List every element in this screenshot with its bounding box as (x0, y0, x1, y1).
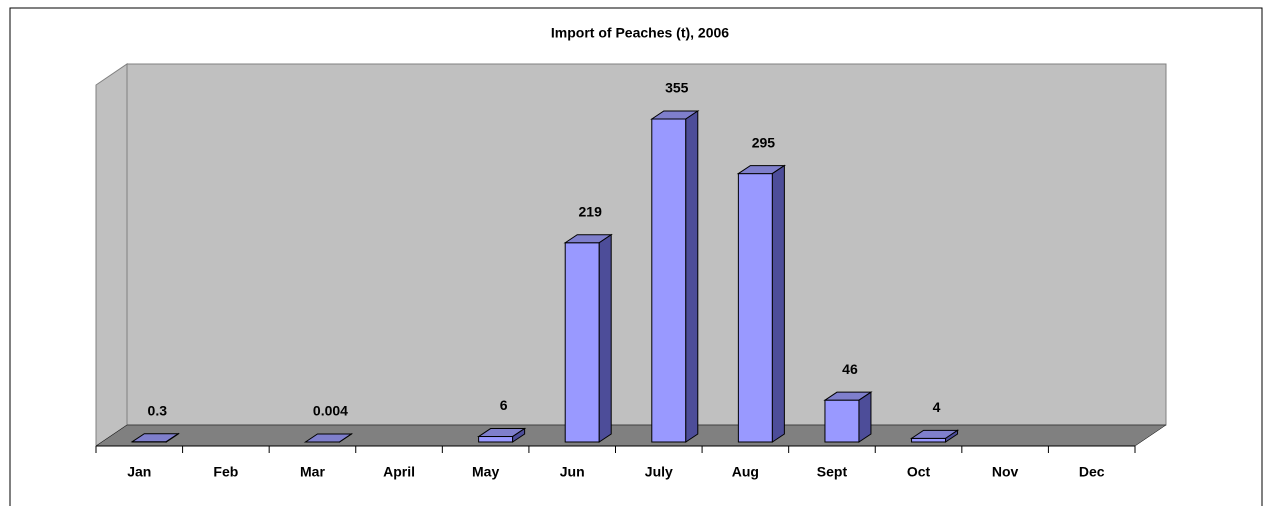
bar-side (338, 433, 352, 443)
data-label: 4 (933, 399, 941, 415)
chart-title: Import of Peaches (t), 2006 (551, 25, 729, 41)
bar-side (685, 110, 699, 443)
floor (95, 424, 1167, 447)
bar-side (598, 233, 612, 443)
data-label: 295 (752, 134, 776, 150)
x-tick-label: May (472, 464, 499, 480)
bar-side (771, 164, 785, 443)
x-tick-label: Nov (992, 464, 1019, 480)
x-tick-label: Sept (817, 464, 848, 480)
x-tick-label: Oct (907, 464, 931, 480)
bar-side (512, 427, 526, 443)
bar (737, 173, 773, 443)
x-tick-label: Dec (1079, 464, 1105, 480)
data-label: 0.004 (313, 403, 348, 419)
x-tick-label: April (383, 464, 415, 480)
x-tick-label: Mar (300, 464, 325, 480)
bar (564, 242, 600, 443)
data-label: 355 (665, 80, 689, 96)
bar (478, 436, 514, 443)
bar-side (165, 432, 179, 443)
data-label: 46 (842, 361, 858, 377)
x-tick-label: Jan (127, 464, 151, 480)
side-wall (95, 63, 128, 447)
x-tick-label: Jun (560, 464, 585, 480)
data-label: 219 (579, 203, 603, 219)
bar-side (945, 429, 959, 443)
x-tick-label: July (645, 464, 673, 480)
data-label: 0.3 (148, 402, 168, 418)
bar (824, 399, 860, 443)
x-tick-label: Aug (732, 464, 759, 480)
bar (911, 437, 947, 443)
bar (651, 118, 687, 443)
x-tick-label: Feb (213, 464, 238, 480)
bar-side (858, 391, 872, 443)
data-label: 6 (500, 397, 508, 413)
back-wall (126, 63, 1167, 426)
